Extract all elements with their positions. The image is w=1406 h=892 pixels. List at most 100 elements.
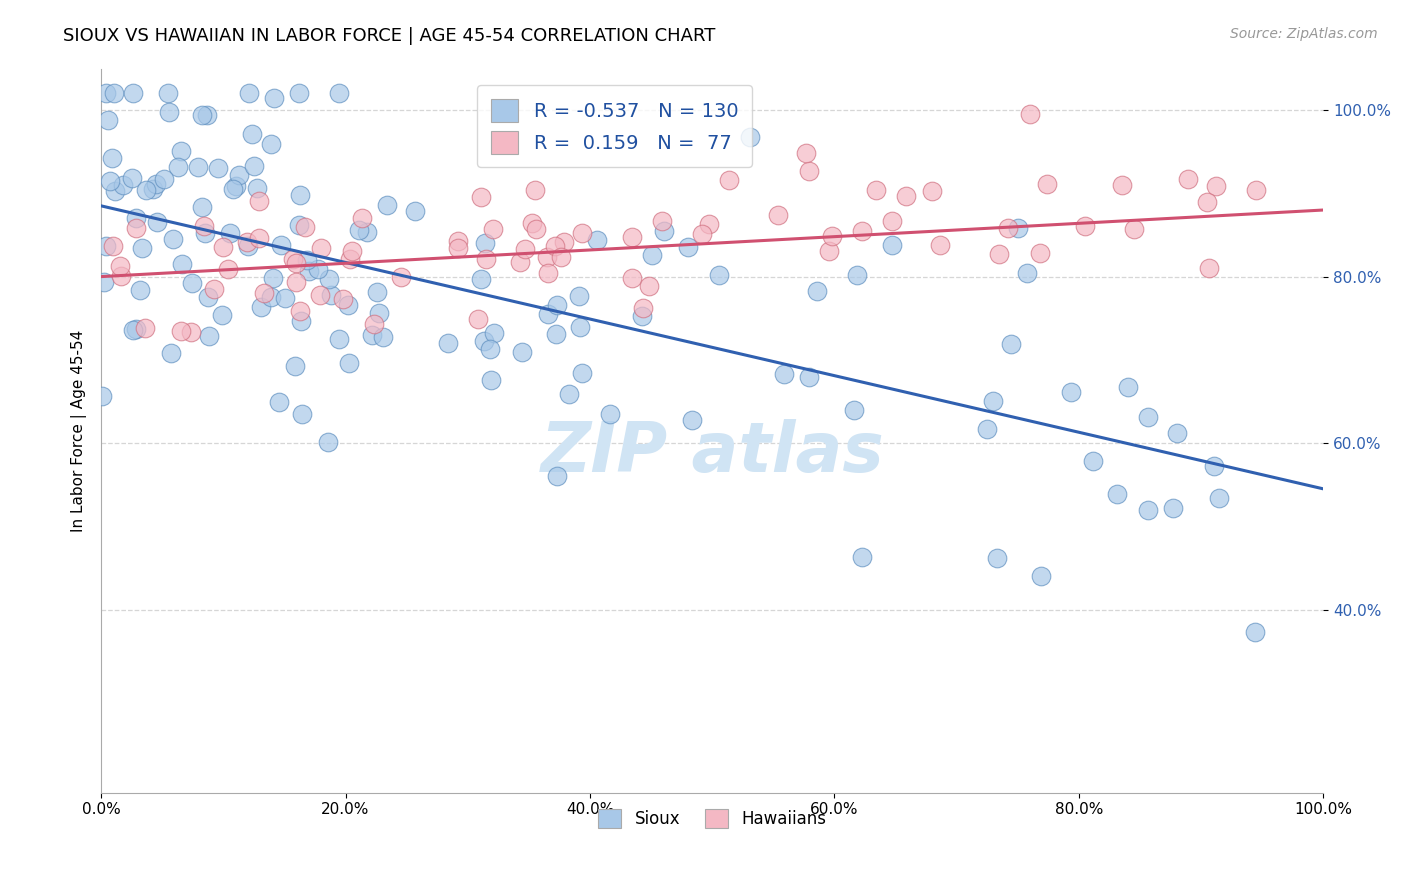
Point [1073, 219, 1095, 233]
Point [91, 389, 114, 403]
Point [211, 309, 233, 323]
Point [212, 240, 235, 254]
Point [550, 250, 572, 264]
Point [269, 395, 291, 409]
Point [470, 272, 492, 286]
Point [546, 326, 568, 341]
Point [520, 216, 543, 230]
Point [298, 264, 321, 278]
Point [846, 268, 869, 283]
Point [568, 288, 591, 302]
Point [181, 277, 204, 291]
Point [404, 203, 426, 218]
Point [389, 269, 412, 284]
Point [981, 393, 1004, 408]
Point [842, 403, 865, 417]
Point [821, 228, 844, 243]
Point [122, 323, 145, 337]
Point [337, 298, 360, 312]
Point [350, 211, 373, 225]
Point [195, 108, 218, 122]
Point [1007, 221, 1029, 235]
Point [630, 309, 652, 323]
Point [295, 252, 318, 267]
Point [288, 304, 311, 318]
Point [134, 320, 156, 334]
Point [93, 276, 115, 290]
Point [806, 284, 828, 298]
Point [103, 87, 125, 101]
Point [129, 283, 152, 297]
Point [247, 194, 270, 208]
Point [1122, 221, 1144, 235]
Point [571, 227, 593, 241]
Point [1208, 491, 1230, 506]
Point [478, 342, 501, 356]
Point [122, 87, 145, 101]
Point [536, 251, 558, 265]
Point [437, 335, 460, 350]
Point [681, 413, 703, 427]
Point [880, 214, 903, 228]
Point [97, 112, 120, 127]
Point [294, 220, 316, 235]
Point [1244, 625, 1267, 640]
Point [290, 313, 312, 327]
Point [217, 262, 239, 277]
Point [690, 227, 713, 242]
Point [172, 257, 194, 271]
Point [328, 332, 350, 346]
Point [260, 137, 283, 152]
Point [997, 220, 1019, 235]
Point [356, 225, 378, 239]
Point [316, 434, 339, 449]
Point [797, 163, 820, 178]
Point [546, 469, 568, 483]
Point [167, 160, 190, 174]
Point [738, 129, 761, 144]
Point [157, 105, 180, 120]
Point [240, 127, 263, 141]
Point [1161, 501, 1184, 516]
Point [638, 279, 661, 293]
Point [484, 326, 506, 341]
Legend: Sioux, Hawaiians: Sioux, Hawaiians [591, 803, 834, 835]
Point [1166, 425, 1188, 440]
Point [1105, 486, 1128, 500]
Point [236, 235, 259, 249]
Point [509, 254, 531, 268]
Point [537, 306, 560, 320]
Point [250, 301, 273, 315]
Point [366, 285, 388, 299]
Point [145, 215, 167, 229]
Point [546, 298, 568, 312]
Point [179, 325, 201, 339]
Point [191, 200, 214, 214]
Point [794, 145, 817, 160]
Point [373, 330, 395, 344]
Point [202, 281, 225, 295]
Point [340, 244, 363, 259]
Point [717, 173, 740, 187]
Point [193, 219, 215, 233]
Point [558, 387, 581, 401]
Point [976, 422, 998, 436]
Point [797, 370, 820, 384]
Point [475, 252, 498, 266]
Point [321, 288, 343, 302]
Point [270, 237, 292, 252]
Point [156, 87, 179, 101]
Point [817, 244, 839, 258]
Point [1205, 179, 1227, 194]
Point [101, 151, 124, 165]
Point [633, 301, 655, 316]
Point [228, 168, 250, 182]
Point [474, 236, 496, 251]
Point [274, 291, 297, 305]
Point [524, 222, 547, 236]
Point [246, 181, 269, 195]
Point [553, 235, 575, 250]
Point [108, 259, 131, 273]
Point [447, 241, 470, 255]
Point [363, 317, 385, 331]
